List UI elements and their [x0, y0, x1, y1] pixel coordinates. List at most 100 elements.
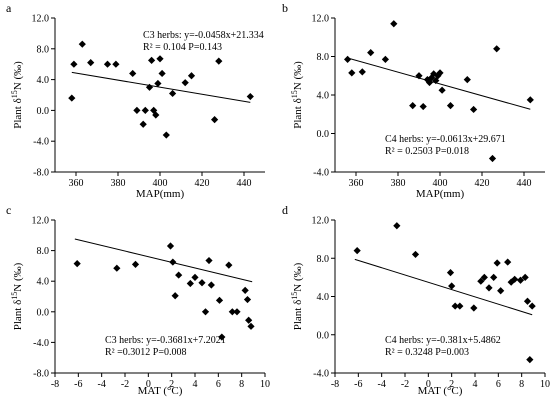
- data-point: [215, 57, 223, 65]
- data-point: [497, 287, 505, 295]
- x-tick-label: -8: [331, 379, 339, 390]
- x-tick-label: 380: [111, 178, 126, 189]
- y-axis-label-prefix: Plant δ: [292, 98, 304, 129]
- data-point: [154, 79, 162, 88]
- data-point: [211, 116, 219, 124]
- data-point: [470, 304, 478, 312]
- y-axis-label-sup: 15: [10, 292, 19, 300]
- x-tick-label: 2: [449, 379, 454, 390]
- data-point: [131, 260, 140, 268]
- data-point: [423, 76, 431, 84]
- stats-label: R² = 0.2503 P=0.018: [385, 146, 469, 157]
- data-point: [504, 258, 512, 266]
- y-axis-label-sup: 15: [10, 90, 19, 98]
- data-point: [215, 296, 224, 304]
- data-point: [175, 271, 183, 279]
- data-point: [225, 261, 233, 269]
- y-axis-label-suffix: N (‰): [12, 61, 24, 90]
- x-tick-label: 360: [349, 178, 364, 189]
- data-point: [243, 295, 252, 304]
- x-tick-label: 6: [496, 379, 501, 390]
- data-point: [139, 120, 147, 128]
- data-point: [78, 40, 86, 48]
- data-point: [70, 60, 78, 68]
- x-tick-label: 420: [195, 178, 210, 189]
- x-axis-label: MAT (°C): [138, 385, 183, 397]
- y-tick-label: 4.0: [317, 91, 330, 102]
- data-point: [191, 273, 199, 281]
- y-axis-label: Plant δ15N (‰): [10, 61, 24, 129]
- data-point: [187, 72, 196, 80]
- y-axis-label: Plant δ15N (‰): [290, 61, 304, 129]
- panel-letter: c: [6, 203, 11, 217]
- data-point: [129, 69, 137, 78]
- panel-letter: a: [6, 1, 12, 15]
- data-point: [358, 68, 366, 76]
- equation-label: C4 herbs: y=-0.0613x+29.671: [385, 134, 506, 145]
- x-tick-label: -4: [377, 379, 385, 390]
- data-point: [353, 247, 361, 255]
- regression-line: [71, 71, 251, 103]
- panel-d: d -8 -6 -4 -2 0 2 4 6 8 10 -4.0 0.0 4.0 8.0 12.0 MAT (°C…: [282, 203, 550, 397]
- data-point: [241, 286, 249, 294]
- data-point: [528, 302, 536, 310]
- data-point: [523, 297, 532, 305]
- data-point: [477, 277, 485, 285]
- data-point: [490, 273, 498, 281]
- data-point: [113, 264, 121, 272]
- y-tick-label: 8.0: [317, 52, 330, 63]
- data-point: [169, 258, 177, 266]
- y-axis-label-prefix: Plant δ: [12, 98, 24, 129]
- data-point: [367, 49, 375, 57]
- y-tick-label: 4.0: [37, 75, 50, 86]
- x-tick-label: 10: [540, 379, 550, 390]
- x-tick-label: 0: [146, 379, 151, 390]
- regression-line: [74, 238, 253, 283]
- y-tick-label: -4.0: [33, 338, 49, 349]
- y-tick-label: -4.0: [33, 137, 49, 148]
- data-point: [103, 60, 112, 68]
- data-point: [521, 273, 529, 281]
- equation-label: C3 herbs: y=-0.0458x+21.334: [143, 30, 264, 41]
- y-tick-label: 12.0: [312, 14, 330, 25]
- data-point: [428, 74, 436, 82]
- y-tick-label: 8.0: [37, 246, 50, 257]
- x-axis-label: MAT (°C): [418, 385, 463, 397]
- stats-label: R² =0.3012 P=0.008: [105, 347, 187, 358]
- x-tick-label: 6: [216, 379, 221, 390]
- data-point: [511, 275, 519, 283]
- stats-label: R² = 0.104 P=0.143: [143, 42, 222, 53]
- y-axis-label: Plant δ15N (‰): [290, 262, 304, 330]
- data-point: [169, 89, 177, 98]
- data-point: [470, 105, 478, 114]
- data-point: [526, 96, 534, 104]
- y-axis-label-prefix: Plant δ: [12, 300, 24, 331]
- y-axis-label-sup: 15: [290, 90, 299, 98]
- data-point: [73, 260, 81, 268]
- data-point: [133, 106, 141, 114]
- data-point: [456, 302, 464, 310]
- y-tick-label: 12.0: [32, 216, 50, 227]
- y-tick-label: -4.0: [313, 168, 329, 179]
- y-tick-label: 0.0: [317, 330, 330, 341]
- x-tick-label: 420: [475, 178, 490, 189]
- y-axis-label-suffix: N (‰): [292, 61, 304, 90]
- panel-a: a 360 380 400 420 440 -8.0 -4.0 0.0 4.0 8.0 12.0 MAP…: [6, 1, 265, 200]
- data-point: [348, 69, 356, 77]
- data-point: [171, 292, 179, 300]
- data-point: [141, 106, 149, 114]
- panel-c: c -8 -6 -4 -2 0 2 4 6 8 10 -8.0 -4.0 0.0 4.0 8.0 12.0 MAT…: [6, 203, 270, 397]
- data-point: [390, 20, 398, 28]
- data-point: [448, 282, 456, 290]
- y-tick-label: 0.0: [317, 129, 330, 140]
- data-point: [207, 281, 215, 289]
- data-point: [516, 276, 525, 284]
- data-point: [145, 83, 154, 91]
- regression-line: [347, 57, 531, 110]
- x-tick-label: 10: [260, 379, 270, 390]
- x-tick-label: 440: [237, 178, 252, 189]
- x-tick-label: 4: [193, 379, 198, 390]
- data-point: [246, 92, 254, 101]
